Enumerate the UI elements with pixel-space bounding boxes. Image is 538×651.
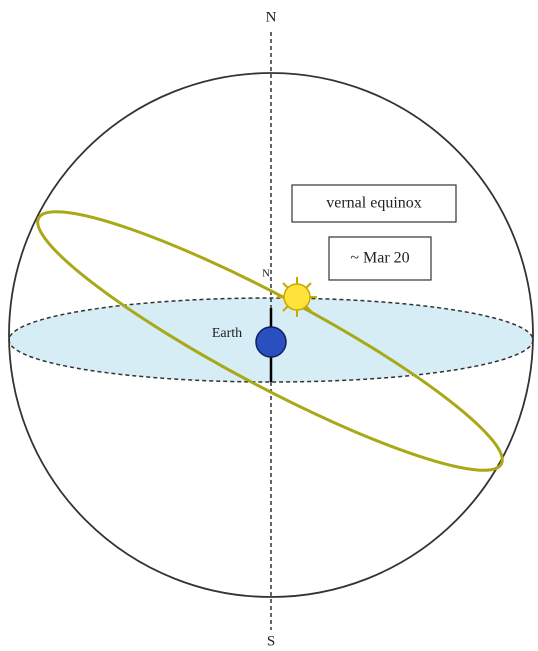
date-box <box>328 236 432 281</box>
earth <box>255 326 287 358</box>
event-label: vernal equinox <box>326 195 422 212</box>
earth-label: Earth <box>212 326 242 341</box>
south-label: S <box>267 633 275 649</box>
north-label: N <box>266 9 277 25</box>
celestial-sphere <box>8 72 534 598</box>
event-box <box>291 184 457 223</box>
sun <box>277 277 317 317</box>
earth-north-label: N <box>262 268 270 280</box>
date-label: ~ Mar 20 <box>350 250 409 267</box>
